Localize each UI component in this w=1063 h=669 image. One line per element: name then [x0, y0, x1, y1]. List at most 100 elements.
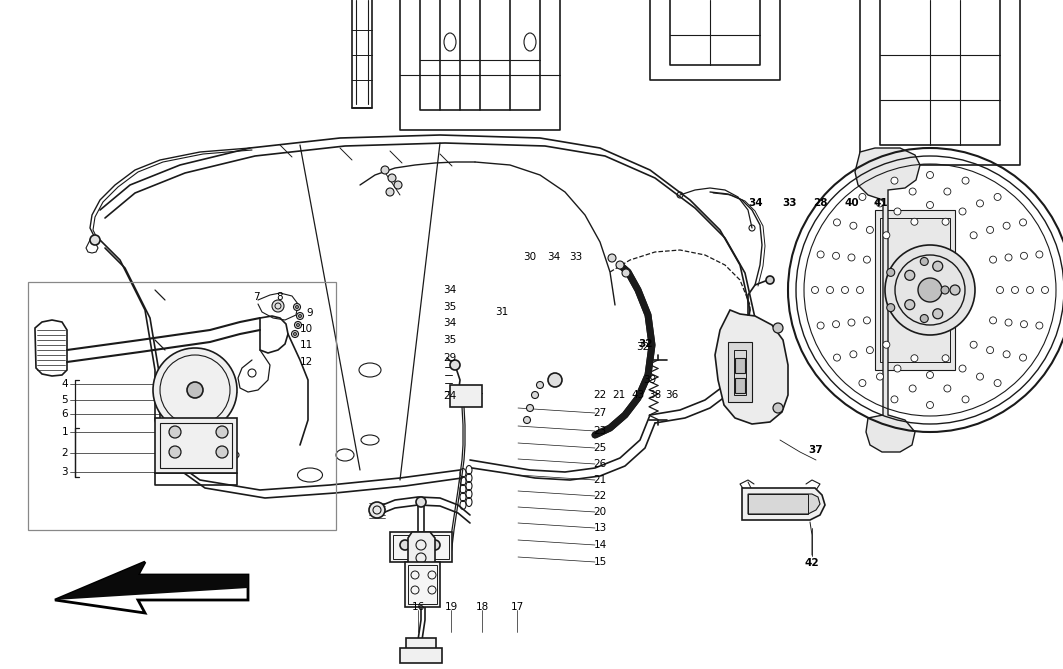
Circle shape: [369, 502, 385, 518]
Circle shape: [272, 300, 284, 312]
Circle shape: [169, 426, 181, 438]
Text: 17: 17: [510, 602, 524, 612]
Text: 34: 34: [748, 198, 763, 208]
Circle shape: [971, 231, 977, 239]
Text: 42: 42: [805, 558, 820, 568]
Text: 32: 32: [639, 339, 654, 349]
Circle shape: [1042, 286, 1048, 294]
Text: 19: 19: [444, 602, 458, 612]
Text: 21: 21: [612, 390, 626, 400]
Text: 35: 35: [443, 302, 457, 312]
Bar: [155, 418, 237, 473]
Circle shape: [944, 188, 951, 195]
Bar: [450, 385, 482, 407]
Circle shape: [883, 341, 890, 349]
Circle shape: [885, 245, 975, 335]
Circle shape: [927, 371, 933, 379]
Circle shape: [1020, 320, 1028, 328]
Polygon shape: [748, 494, 820, 514]
Circle shape: [942, 218, 949, 225]
Circle shape: [850, 222, 857, 229]
Text: 1: 1: [62, 427, 68, 437]
Circle shape: [927, 201, 933, 209]
Circle shape: [386, 188, 394, 196]
Text: 43: 43: [631, 390, 644, 400]
Circle shape: [962, 396, 969, 403]
Text: 34: 34: [443, 285, 457, 295]
Circle shape: [994, 193, 1001, 201]
Circle shape: [891, 177, 898, 184]
Circle shape: [905, 270, 915, 280]
Circle shape: [1035, 251, 1043, 258]
Circle shape: [523, 417, 530, 423]
Circle shape: [911, 218, 918, 225]
Text: 14: 14: [593, 540, 607, 550]
Text: 2: 2: [62, 448, 68, 458]
Bar: [880, 218, 950, 362]
Circle shape: [909, 385, 916, 392]
Text: 37: 37: [809, 445, 824, 455]
Circle shape: [833, 354, 841, 361]
Circle shape: [1012, 286, 1018, 294]
Circle shape: [921, 314, 928, 322]
Circle shape: [942, 355, 949, 362]
Circle shape: [894, 208, 901, 215]
Circle shape: [299, 314, 302, 318]
Bar: [875, 210, 955, 370]
Bar: [735, 358, 745, 373]
Text: 12: 12: [300, 357, 313, 367]
Circle shape: [905, 300, 915, 310]
Circle shape: [1027, 286, 1033, 294]
Text: 39: 39: [643, 375, 657, 385]
Circle shape: [1003, 351, 1010, 358]
Circle shape: [216, 446, 227, 458]
Circle shape: [866, 226, 874, 233]
Circle shape: [986, 226, 994, 233]
Text: 15: 15: [593, 557, 607, 567]
Text: 32: 32: [637, 342, 649, 352]
Text: 8: 8: [276, 292, 283, 302]
Circle shape: [773, 403, 783, 413]
Circle shape: [944, 385, 951, 392]
Bar: [408, 565, 437, 604]
Circle shape: [532, 391, 539, 399]
Circle shape: [863, 317, 871, 324]
Text: 26: 26: [593, 459, 607, 469]
Text: 3: 3: [62, 467, 68, 477]
Circle shape: [817, 322, 824, 329]
Circle shape: [297, 312, 304, 320]
Circle shape: [887, 268, 895, 276]
Circle shape: [1035, 322, 1043, 329]
Text: 16: 16: [411, 602, 424, 612]
Circle shape: [526, 405, 534, 411]
Circle shape: [297, 324, 300, 326]
Circle shape: [959, 365, 966, 372]
Text: 28: 28: [813, 198, 827, 208]
Circle shape: [909, 188, 916, 195]
Text: 20: 20: [593, 507, 607, 517]
Polygon shape: [715, 310, 788, 424]
Bar: [393, 535, 449, 559]
Circle shape: [990, 256, 997, 263]
Circle shape: [381, 166, 389, 174]
Circle shape: [622, 269, 630, 277]
Text: 35: 35: [443, 335, 457, 345]
Text: 31: 31: [495, 307, 508, 317]
Circle shape: [766, 276, 774, 284]
Text: 29: 29: [443, 353, 457, 363]
Text: 30: 30: [523, 252, 537, 262]
Circle shape: [400, 540, 410, 550]
Circle shape: [891, 396, 898, 403]
Text: 22: 22: [593, 390, 607, 400]
Bar: [28, 282, 336, 530]
Bar: [733, 350, 746, 395]
Circle shape: [1005, 254, 1012, 261]
Circle shape: [293, 332, 297, 335]
Circle shape: [388, 174, 396, 182]
Circle shape: [977, 200, 983, 207]
Text: 10: 10: [300, 324, 313, 334]
Bar: [400, 648, 442, 663]
Circle shape: [187, 382, 203, 398]
Circle shape: [894, 365, 901, 372]
Circle shape: [832, 252, 840, 260]
